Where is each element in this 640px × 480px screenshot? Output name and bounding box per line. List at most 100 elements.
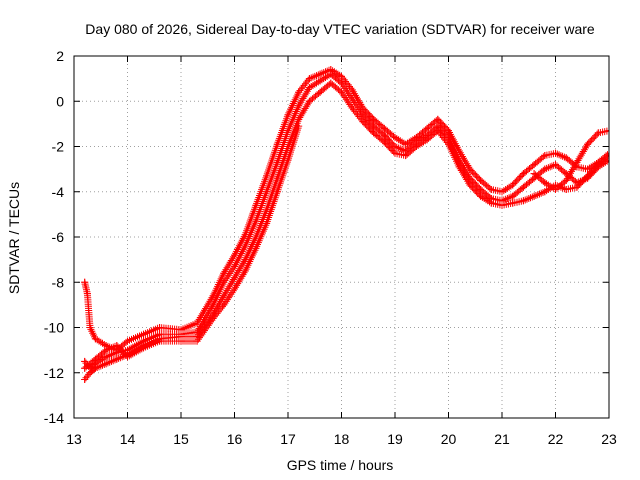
x-tick-label: 22 bbox=[548, 431, 564, 447]
data-point bbox=[220, 278, 228, 286]
data-point bbox=[316, 77, 324, 85]
data-point bbox=[541, 152, 549, 160]
y-tick-label: -14 bbox=[44, 410, 64, 426]
y-tick-label: -4 bbox=[52, 184, 65, 200]
data-point bbox=[231, 274, 238, 282]
data-point bbox=[81, 278, 89, 286]
data-point bbox=[252, 217, 260, 225]
data-point bbox=[81, 364, 89, 372]
data-point bbox=[541, 165, 549, 173]
data-point bbox=[477, 176, 485, 184]
grid bbox=[74, 56, 609, 418]
data-point bbox=[498, 188, 506, 196]
data-point bbox=[359, 118, 367, 126]
y-tick-label: -2 bbox=[52, 139, 65, 155]
data-point bbox=[295, 115, 303, 123]
data-point bbox=[605, 156, 609, 164]
series-markers bbox=[81, 79, 609, 383]
data-point bbox=[263, 188, 271, 196]
chart-title: Day 080 of 2026, Sidereal Day-to-day VTE… bbox=[85, 21, 595, 37]
data-point bbox=[605, 127, 609, 135]
data-point bbox=[445, 127, 452, 135]
data-point bbox=[273, 140, 281, 148]
data-point bbox=[498, 201, 506, 209]
y-tick-label: -6 bbox=[52, 229, 65, 245]
data-point bbox=[584, 140, 592, 148]
y-tick-label: -8 bbox=[52, 274, 65, 290]
x-tick-label: 20 bbox=[441, 431, 457, 447]
data-point bbox=[605, 152, 609, 160]
data-point bbox=[113, 342, 121, 350]
data-point bbox=[380, 131, 388, 139]
data-point bbox=[605, 149, 609, 157]
data-point bbox=[434, 127, 442, 135]
x-tick-label: 23 bbox=[601, 431, 617, 447]
data-point bbox=[124, 337, 131, 345]
axis-ticks: 13 14 15 16 17 18 19 20 21 22 23 -14 -12 -10 -8 -6 -4 -2 0… bbox=[44, 48, 617, 447]
data-point bbox=[509, 181, 517, 189]
data-point bbox=[412, 143, 420, 150]
data-point bbox=[530, 170, 538, 178]
data-point bbox=[81, 357, 89, 365]
series-track-b bbox=[81, 70, 609, 372]
data-point bbox=[231, 285, 238, 293]
y-tick-label: -12 bbox=[44, 365, 64, 381]
data-point bbox=[455, 163, 463, 171]
data-point bbox=[81, 376, 89, 384]
data-point bbox=[91, 364, 99, 372]
data-point bbox=[273, 188, 281, 196]
data-point bbox=[552, 185, 559, 193]
data-point bbox=[241, 242, 249, 250]
data-point bbox=[541, 188, 549, 196]
data-point bbox=[594, 129, 602, 137]
data-point bbox=[562, 185, 570, 193]
data-point bbox=[140, 330, 148, 338]
data-point bbox=[477, 192, 485, 200]
data-point bbox=[434, 115, 442, 123]
data-point bbox=[402, 140, 410, 148]
y-axis-title: SDTVAR / TECUs bbox=[6, 182, 22, 294]
data-point bbox=[477, 185, 485, 193]
data-point bbox=[113, 348, 121, 356]
data-point bbox=[509, 192, 517, 200]
series-track-a bbox=[81, 66, 609, 354]
x-tick-label: 19 bbox=[387, 431, 403, 447]
data-point bbox=[284, 111, 292, 119]
data-point bbox=[231, 262, 238, 270]
data-point bbox=[305, 84, 313, 92]
series-markers bbox=[81, 66, 609, 354]
x-tick-label: 17 bbox=[280, 431, 296, 447]
y-tick-label: -10 bbox=[44, 320, 64, 336]
data-point bbox=[295, 102, 303, 110]
data-point bbox=[220, 292, 228, 300]
data-point bbox=[83, 290, 91, 298]
data-point bbox=[573, 183, 581, 191]
data-point bbox=[509, 199, 517, 207]
x-tick-label: 13 bbox=[66, 431, 82, 447]
data-point bbox=[295, 122, 303, 130]
data-point bbox=[487, 199, 495, 207]
data-point bbox=[380, 124, 388, 132]
data-point bbox=[102, 353, 110, 361]
x-axis-title: GPS time / hours bbox=[287, 457, 394, 473]
data-point bbox=[220, 301, 228, 309]
y-tick-label: 0 bbox=[56, 93, 64, 109]
series-track-d bbox=[81, 122, 609, 372]
data-point bbox=[519, 170, 527, 178]
x-tick-label: 18 bbox=[334, 431, 350, 447]
data-point bbox=[209, 314, 217, 322]
data-point bbox=[391, 143, 399, 150]
data-point bbox=[86, 324, 94, 331]
data-point bbox=[423, 136, 431, 144]
data-point bbox=[530, 192, 538, 200]
data-point bbox=[338, 79, 345, 87]
data-point bbox=[252, 244, 260, 252]
data-point bbox=[284, 156, 292, 164]
x-tick-label: 21 bbox=[494, 431, 510, 447]
series-markers bbox=[81, 70, 609, 372]
data-series bbox=[81, 66, 609, 384]
data-point bbox=[594, 161, 602, 169]
data-point bbox=[391, 149, 399, 157]
data-point bbox=[584, 172, 592, 180]
